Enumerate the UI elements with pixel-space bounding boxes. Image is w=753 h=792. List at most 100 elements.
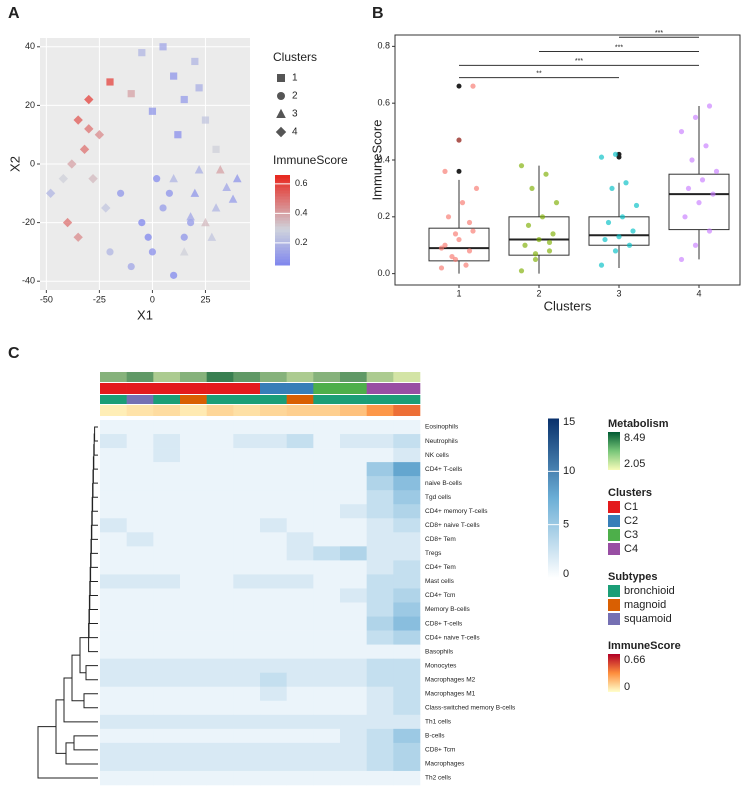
heatmap-cell xyxy=(126,770,154,786)
jitter-point xyxy=(699,177,706,183)
point xyxy=(228,194,238,203)
metabolism-gradient xyxy=(608,432,620,470)
heatmap-cell xyxy=(100,602,127,617)
heatmap-cell xyxy=(126,714,154,730)
row-label: Memory B-cells xyxy=(425,606,471,613)
heatmap-cell xyxy=(126,462,154,477)
point xyxy=(106,78,114,86)
heatmap-cell xyxy=(340,714,367,730)
y-tick-label: 0.8 xyxy=(377,41,390,51)
heatmap-cell xyxy=(100,504,127,519)
heatmap-cell xyxy=(100,616,127,631)
dendrogram xyxy=(85,665,98,681)
subtype-cell xyxy=(340,395,367,404)
heatmap-cell xyxy=(260,448,287,463)
subtype-cell xyxy=(126,395,154,404)
jitter-point xyxy=(463,262,469,268)
heatmap-cell xyxy=(206,532,234,547)
heatmap-cell xyxy=(206,630,234,645)
heatmap-cell xyxy=(366,714,394,730)
heatmap-cell xyxy=(260,672,287,688)
point xyxy=(187,219,195,227)
heatmap-cell xyxy=(126,588,154,603)
heatmap-cell xyxy=(100,532,127,547)
dendrogram xyxy=(94,426,98,442)
legend-label: 0 xyxy=(624,681,630,693)
heatmap-cell xyxy=(393,560,421,575)
y-tick-label: 0.0 xyxy=(377,268,390,278)
heatmap-cell xyxy=(206,770,234,786)
legend-label: 1 xyxy=(292,73,298,84)
colorbar xyxy=(275,196,290,200)
heatmap-cell xyxy=(153,616,181,631)
heatmap-cell xyxy=(286,560,314,575)
x-tick-label: 2 xyxy=(536,288,541,298)
heatmap-cell xyxy=(366,490,394,505)
heatmap-cell xyxy=(313,560,341,575)
heatmap-cell xyxy=(260,630,287,645)
dendrogram xyxy=(71,654,84,702)
x-tick-label: 0 xyxy=(150,294,155,304)
point xyxy=(45,188,56,198)
heatmap-cell xyxy=(180,588,207,603)
point xyxy=(127,262,135,271)
heatmap-cell xyxy=(180,658,207,673)
legend-swatch xyxy=(608,599,620,611)
cluster-cell xyxy=(100,383,127,394)
heatmap-cell xyxy=(206,644,234,659)
point xyxy=(191,57,199,66)
row-label: Th2 cells xyxy=(425,775,452,782)
box xyxy=(428,227,490,262)
heatmap-cell xyxy=(126,602,154,617)
heatmap-cell xyxy=(206,616,234,631)
heatmap-cell xyxy=(180,756,207,772)
point xyxy=(84,94,94,105)
jitter-point xyxy=(710,191,716,197)
heatmap-cell xyxy=(206,476,234,491)
jitter-point xyxy=(456,236,462,243)
heatmap-cell xyxy=(180,490,207,505)
heatmap-cell xyxy=(340,616,367,631)
heatmap-cell xyxy=(286,602,314,617)
colorbar xyxy=(275,235,290,239)
heatmap-cell xyxy=(313,686,341,702)
jitter-point xyxy=(689,157,695,163)
heatmap-cell xyxy=(126,546,154,561)
legend-label: C2 xyxy=(624,515,638,527)
heatmap-cell xyxy=(126,574,154,589)
row-label: NK cells xyxy=(425,452,450,459)
point xyxy=(215,165,225,174)
immune-cell xyxy=(393,405,421,416)
cluster-cell xyxy=(393,383,421,394)
metabolism-cell xyxy=(313,372,341,382)
metabolism-cell xyxy=(286,372,314,382)
heatmap-cell xyxy=(233,644,261,659)
colorbar-label: 0 xyxy=(563,568,569,580)
colorbar xyxy=(275,247,290,251)
jitter-point xyxy=(678,256,685,263)
significance-label: ** xyxy=(536,70,542,77)
metabolism-cell xyxy=(206,372,234,382)
heatmap-cell xyxy=(153,462,181,477)
colorbar xyxy=(275,199,290,203)
immune-cell xyxy=(126,405,154,416)
legend-label: C1 xyxy=(624,501,638,513)
row-label: Tregs xyxy=(425,550,442,557)
heatmap-cell xyxy=(100,448,127,463)
outlier xyxy=(456,83,462,89)
row-label: Th1 cells xyxy=(425,719,452,726)
jitter-point xyxy=(442,242,448,248)
heatmap-cell xyxy=(233,686,261,702)
heatmap-cell xyxy=(340,434,367,449)
point xyxy=(159,43,167,51)
legend-label: 3 xyxy=(292,109,298,120)
heatmap-cell xyxy=(260,728,287,744)
row-label: Macrophages xyxy=(425,761,465,768)
jitter-point xyxy=(630,228,636,234)
heatmap-cell xyxy=(233,672,261,688)
heatmap-cell xyxy=(286,742,314,758)
legend-label: 8.49 xyxy=(624,432,645,444)
point xyxy=(148,107,157,115)
heatmap-cell xyxy=(100,644,127,659)
y-tick-label: 20 xyxy=(25,100,35,110)
